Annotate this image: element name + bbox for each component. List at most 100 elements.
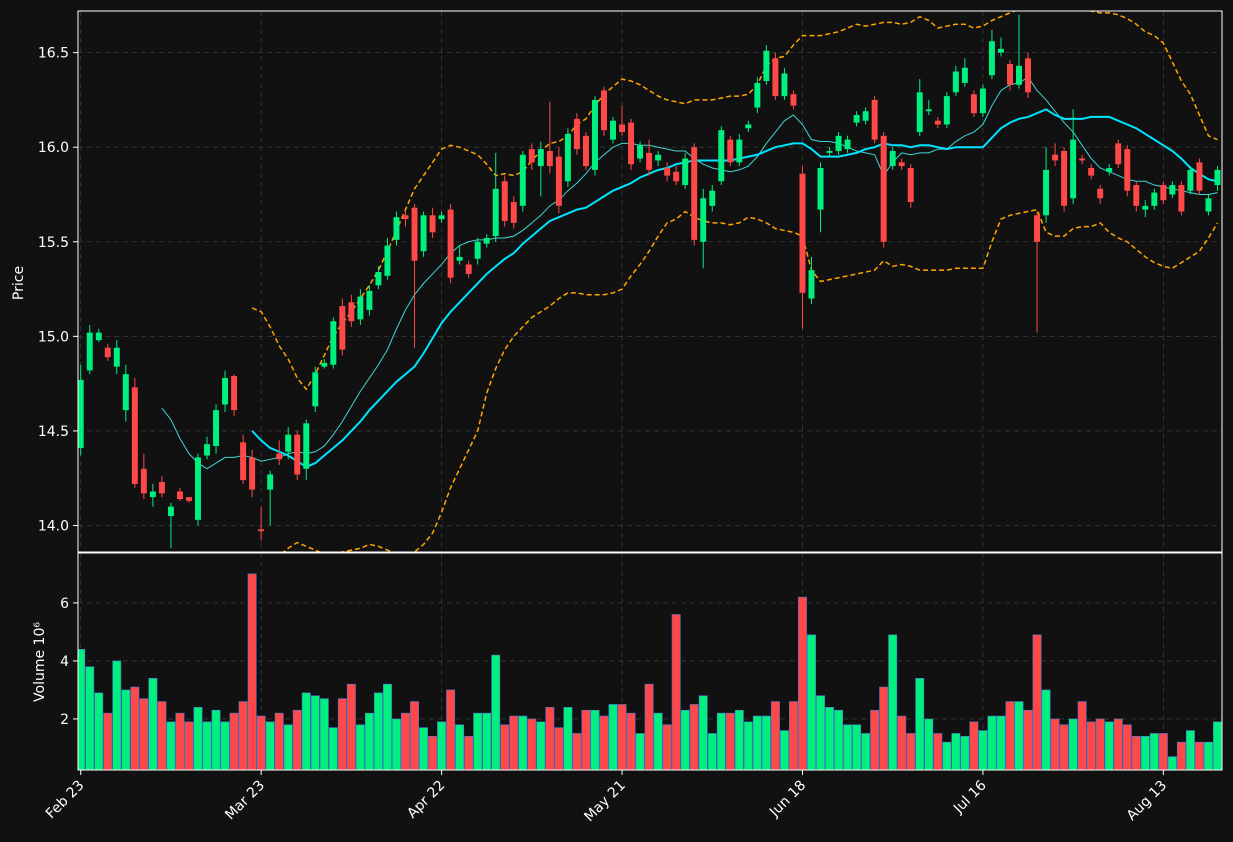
candle-body: [158, 482, 165, 494]
candle-body: [86, 332, 93, 371]
volume-bar: [671, 614, 681, 770]
candle-body: [1133, 185, 1140, 206]
candle-body: [826, 150, 833, 153]
candle-body: [330, 321, 337, 365]
candle-body: [1160, 185, 1167, 201]
volume-bar: [743, 721, 753, 770]
candle-body: [628, 122, 635, 165]
candle-body: [285, 434, 292, 452]
candle-body: [808, 270, 815, 299]
volume-bar: [1131, 736, 1141, 770]
volume-bar: [148, 678, 158, 770]
volume-bar: [364, 712, 374, 770]
volume-bar: [238, 701, 248, 770]
price-frame: [77, 10, 1223, 553]
volume-bar: [1059, 724, 1069, 770]
volume-bar: [1104, 721, 1114, 770]
candle-body: [754, 82, 761, 108]
candle-body: [312, 372, 319, 407]
candle-body: [718, 130, 725, 182]
volume-bar: [1185, 730, 1195, 770]
candle-body: [483, 237, 490, 244]
volume-bar: [193, 707, 203, 770]
volume-bar: [734, 709, 744, 770]
candle-body: [619, 124, 626, 133]
volume-bar: [121, 689, 131, 770]
volume-bar: [373, 692, 383, 770]
volume-bar: [590, 709, 600, 770]
candle-body: [763, 50, 770, 81]
volume-bar: [572, 733, 582, 770]
volume-bar: [725, 712, 735, 770]
volume-bar: [716, 712, 726, 770]
candle-body: [1070, 139, 1077, 199]
volume-bar: [554, 727, 564, 770]
candle-body: [519, 154, 526, 206]
volume-bar: [879, 686, 889, 770]
volume-bar: [888, 634, 898, 770]
candle-body: [438, 215, 445, 220]
volume-bar: [518, 715, 528, 770]
candle-body: [916, 92, 923, 133]
candle-body: [573, 118, 580, 150]
volume-bar: [789, 701, 798, 770]
volume-bar: [1158, 733, 1168, 770]
volume-bar: [834, 709, 844, 770]
volume-bar: [870, 709, 880, 770]
volume-bar: [455, 724, 465, 770]
volume-bar: [969, 721, 979, 770]
volume-bar: [446, 689, 456, 770]
candle-body: [185, 497, 192, 501]
volume-bar: [130, 686, 140, 770]
candle-body: [772, 58, 779, 97]
candle-body: [258, 529, 265, 532]
y-tick-label: 15.5: [38, 235, 69, 251]
volume-bar: [292, 709, 302, 770]
candle-body: [655, 154, 662, 161]
volume-bar: [662, 724, 672, 770]
volume-bar: [166, 721, 176, 770]
candle-body: [1178, 185, 1185, 212]
candle-body: [880, 135, 887, 242]
volume-bar: [202, 721, 212, 770]
candle-body: [104, 347, 111, 358]
volume-bar: [707, 733, 717, 770]
candle-body: [700, 198, 707, 242]
candle-body: [898, 162, 905, 167]
volume-bar: [1032, 634, 1042, 770]
candle-body: [1079, 158, 1086, 161]
volume-bar: [635, 733, 645, 770]
candle-body: [907, 168, 914, 203]
indicator-line: [161, 76, 1218, 470]
candle-body: [537, 149, 544, 167]
volume-bar: [1041, 689, 1051, 770]
candle-body: [474, 241, 481, 259]
candle-body: [691, 147, 698, 240]
candle-body: [140, 468, 147, 494]
candle-body: [447, 209, 454, 278]
volume-bar: [536, 721, 546, 770]
y-tick-label: 14.5: [38, 424, 69, 440]
candle-body: [276, 453, 283, 460]
volume-bar: [915, 678, 925, 770]
candle-body: [1214, 169, 1221, 186]
volume-bar: [608, 704, 618, 770]
volume-bar: [1050, 718, 1060, 770]
candle-body: [1124, 149, 1131, 191]
candle-body: [366, 290, 373, 310]
candle-body: [979, 88, 986, 114]
candle-body: [348, 302, 355, 322]
candle-body: [321, 362, 328, 367]
volume-panel: [78, 573, 1222, 770]
indicator-line: [282, 208, 1219, 552]
volume-axis-label: Volume 10⁶: [32, 622, 48, 702]
candle-body: [1097, 188, 1104, 199]
candle-body: [591, 99, 598, 170]
candle-body: [95, 332, 102, 341]
volume-bar: [401, 712, 410, 770]
volume-bar: [617, 704, 627, 770]
volume-bar: [698, 695, 708, 770]
volume-bar: [1213, 721, 1222, 770]
